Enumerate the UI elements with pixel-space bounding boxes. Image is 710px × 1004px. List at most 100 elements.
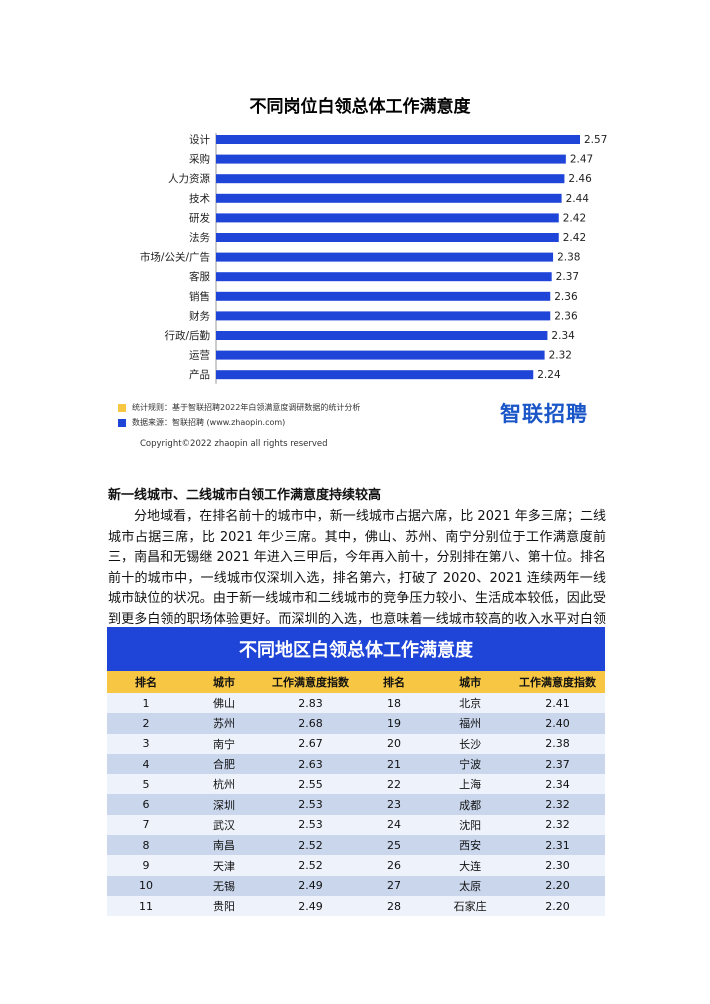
index-cell: 2.41 xyxy=(510,693,605,714)
bar xyxy=(216,350,545,360)
index-cell: 2.32 xyxy=(510,794,605,815)
rank-cell: 27 xyxy=(357,875,431,896)
bar xyxy=(216,272,552,282)
value-label: 2.38 xyxy=(557,252,580,264)
index-cell: 2.20 xyxy=(510,895,605,917)
table-row: 8 南昌 2.52 25 西安 2.31 xyxy=(107,835,605,856)
city-cell: 石家庄 xyxy=(430,895,511,917)
value-label: 2.24 xyxy=(537,369,561,381)
city-cell: 宁波 xyxy=(430,753,511,775)
category-label: 研发 xyxy=(189,211,210,224)
value-label: 2.34 xyxy=(551,330,575,342)
index-cell: 2.34 xyxy=(510,774,605,795)
index-cell: 2.20 xyxy=(510,875,605,896)
city-cell: 上海 xyxy=(430,774,511,795)
rank-cell: 1 xyxy=(107,693,186,714)
value-label: 2.46 xyxy=(568,173,592,185)
value-label: 2.36 xyxy=(554,310,578,322)
bar xyxy=(216,174,565,184)
yellow-square-icon xyxy=(118,403,126,412)
header-index: 工作满意度指数 xyxy=(263,671,358,693)
city-cell: 武汉 xyxy=(185,814,264,836)
index-cell: 2.49 xyxy=(263,875,358,896)
rank-cell: 22 xyxy=(357,774,431,795)
index-cell: 2.37 xyxy=(510,753,605,775)
header-city: 城市 xyxy=(430,671,511,693)
table-header-row: 排名 城市 工作满意度指数 排名 城市 工作满意度指数 xyxy=(107,671,605,693)
rank-cell: 9 xyxy=(107,855,186,876)
bar xyxy=(216,233,559,242)
value-label: 2.37 xyxy=(556,271,579,283)
index-cell: 2.67 xyxy=(263,733,358,754)
index-cell: 2.32 xyxy=(510,814,605,836)
index-cell: 2.30 xyxy=(510,855,605,876)
city-rank-table: 排名 城市 工作满意度指数 排名 城市 工作满意度指数 1 佛山 2.83 18 北京 2… xyxy=(107,671,605,917)
city-cell: 南宁 xyxy=(185,733,264,754)
city-cell: 苏州 xyxy=(185,713,264,734)
note-source: 数据来源：智联招聘 (www.zhaopin.com) xyxy=(132,418,286,427)
table-title: 不同地区白领总体工作满意度 xyxy=(107,627,605,671)
rank-cell: 4 xyxy=(107,753,186,775)
index-cell: 2.49 xyxy=(263,895,358,917)
index-cell: 2.63 xyxy=(263,753,358,775)
category-label: 市场/公关/广告 xyxy=(140,251,210,264)
bar xyxy=(216,311,551,321)
city-cell: 杭州 xyxy=(185,774,264,795)
city-cell: 长沙 xyxy=(430,733,511,754)
note-source-row: 数据来源：智联招聘 (www.zhaopin.com) xyxy=(118,415,360,430)
bar xyxy=(216,370,534,380)
index-cell: 2.38 xyxy=(510,733,605,754)
city-cell: 北京 xyxy=(430,693,511,714)
table-row: 7 武汉 2.53 24 沈阳 2.32 xyxy=(107,814,605,836)
chart-title: 不同岗位白领总体工作满意度 xyxy=(250,96,472,117)
value-label: 2.36 xyxy=(554,291,578,303)
bar xyxy=(216,291,551,301)
index-cell: 2.31 xyxy=(510,835,605,856)
table-row: 1 佛山 2.83 18 北京 2.41 xyxy=(107,693,605,714)
brand-logo: 智联招聘 xyxy=(500,402,588,426)
bar xyxy=(216,252,554,262)
index-cell: 2.52 xyxy=(263,855,358,876)
category-label: 技术 xyxy=(189,192,210,205)
header-rank: 排名 xyxy=(357,671,431,693)
rank-cell: 28 xyxy=(357,895,431,917)
city-cell: 西安 xyxy=(430,835,511,856)
city-cell: 太原 xyxy=(430,875,511,896)
value-label: 2.44 xyxy=(566,193,590,205)
category-label: 人力资源 xyxy=(168,172,210,185)
bar xyxy=(216,213,559,223)
city-cell: 大连 xyxy=(430,855,511,876)
category-label: 销售 xyxy=(189,290,210,303)
value-label: 2.57 xyxy=(584,134,607,146)
rank-cell: 7 xyxy=(107,814,186,836)
rank-cell: 19 xyxy=(357,713,431,734)
rank-cell: 26 xyxy=(357,855,431,876)
rank-cell: 11 xyxy=(107,895,186,917)
bar xyxy=(216,154,566,164)
category-label: 设计 xyxy=(189,133,210,146)
index-cell: 2.53 xyxy=(263,794,358,815)
index-cell: 2.40 xyxy=(510,713,605,734)
index-cell: 2.55 xyxy=(263,774,358,795)
rank-cell: 23 xyxy=(357,794,431,815)
header-index: 工作满意度指数 xyxy=(510,671,605,693)
city-cell: 成都 xyxy=(430,794,511,815)
city-cell: 天津 xyxy=(185,855,264,876)
value-label: 2.42 xyxy=(563,232,586,244)
header-city: 城市 xyxy=(185,671,264,693)
table-row: 3 南宁 2.67 20 长沙 2.38 xyxy=(107,733,605,754)
bar xyxy=(216,331,548,340)
chart-notes: 统计规则：基于智联招聘2022年白领满意度调研数据的统计分析 数据来源：智联招聘… xyxy=(118,400,360,430)
bar xyxy=(216,135,580,144)
table-row: 10 无锡 2.49 27 太原 2.20 xyxy=(107,875,605,896)
city-cell: 合肥 xyxy=(185,753,264,775)
rank-cell: 24 xyxy=(357,814,431,836)
city-cell: 深圳 xyxy=(185,794,264,815)
table-row: 11 贵阳 2.49 28 石家庄 2.20 xyxy=(107,895,605,917)
rank-cell: 18 xyxy=(357,693,431,714)
rank-cell: 21 xyxy=(357,753,431,775)
blue-square-icon xyxy=(118,418,126,427)
category-label: 财务 xyxy=(189,309,210,322)
table-row: 5 杭州 2.55 22 上海 2.34 xyxy=(107,774,605,795)
table-row: 2 苏州 2.68 19 福州 2.40 xyxy=(107,713,605,734)
